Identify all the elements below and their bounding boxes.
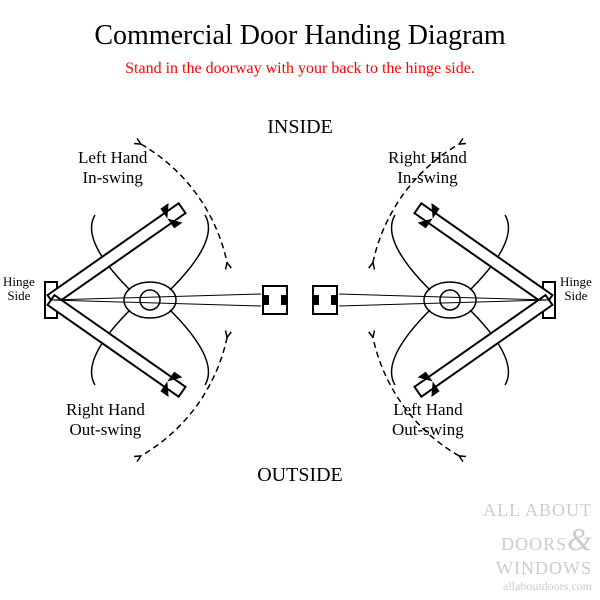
- watermark: ALL ABOUT DOORS& WINDOWS allaboutdoors.c…: [483, 500, 592, 594]
